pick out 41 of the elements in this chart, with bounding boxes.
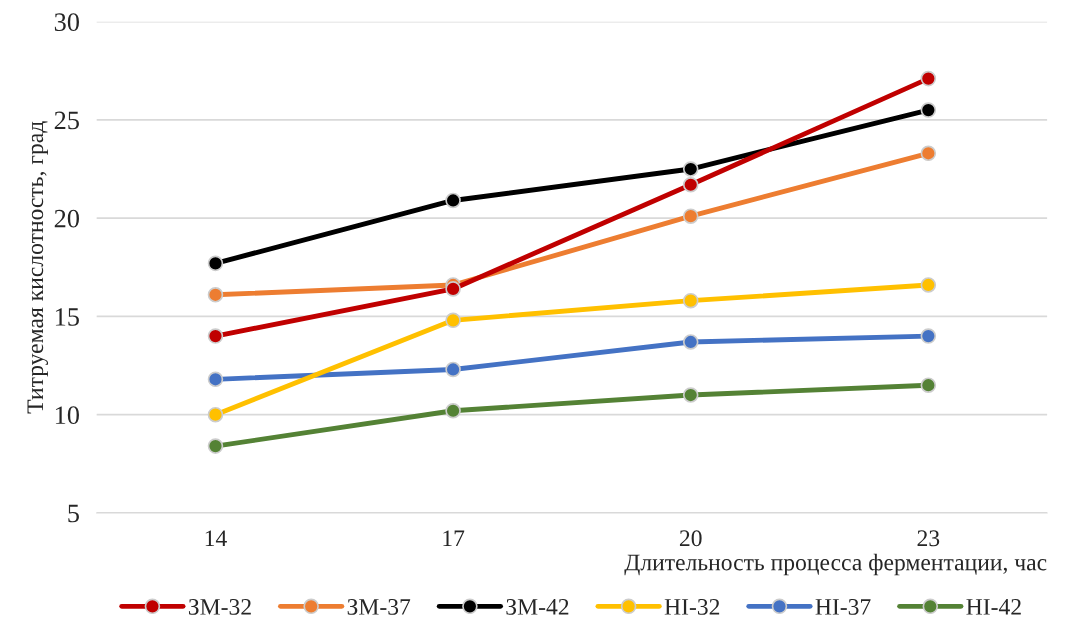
point xyxy=(207,438,224,454)
point xyxy=(207,255,224,272)
legend-label: НІ-42 xyxy=(966,598,1021,615)
point xyxy=(920,102,937,118)
point xyxy=(207,406,224,423)
x-tick-label: 17 xyxy=(443,530,465,546)
point xyxy=(682,292,699,309)
point xyxy=(682,334,699,350)
x-tick-label: 23 xyxy=(917,530,940,547)
point xyxy=(682,176,699,193)
point xyxy=(207,371,224,388)
y-axis-title: Титруемая кислотность, град xyxy=(27,121,49,414)
point xyxy=(445,402,461,419)
legend-label: ЗМ-42 xyxy=(506,598,569,615)
legend-label: ЗМ-37 xyxy=(347,598,411,615)
point xyxy=(207,287,224,303)
point xyxy=(682,161,699,177)
point xyxy=(445,312,461,329)
legend-label: НІ-32 xyxy=(664,598,720,615)
point xyxy=(445,361,461,378)
x-tick-label: 20 xyxy=(679,530,702,547)
legend-label: ЗМ-32 xyxy=(188,598,251,615)
point xyxy=(207,328,224,344)
x-axis-title: Длительность процесса ферментации, час xyxy=(624,553,1047,576)
y-tick-label: 15 xyxy=(55,308,79,326)
point xyxy=(920,277,937,293)
point xyxy=(920,145,937,162)
point xyxy=(920,328,937,344)
point xyxy=(445,281,461,297)
x-tick-label: 14 xyxy=(205,530,227,546)
y-tick-label: 10 xyxy=(55,406,79,425)
y-tick-label: 30 xyxy=(54,13,79,32)
y-tick-label: 20 xyxy=(54,209,79,228)
point xyxy=(920,377,937,393)
y-tick-label: 5 xyxy=(68,504,79,523)
legend-label: НІ-37 xyxy=(815,598,871,615)
point xyxy=(682,387,699,403)
point xyxy=(682,208,699,224)
point xyxy=(920,70,937,87)
point xyxy=(445,192,461,209)
y-tick-label: 25 xyxy=(54,111,79,130)
